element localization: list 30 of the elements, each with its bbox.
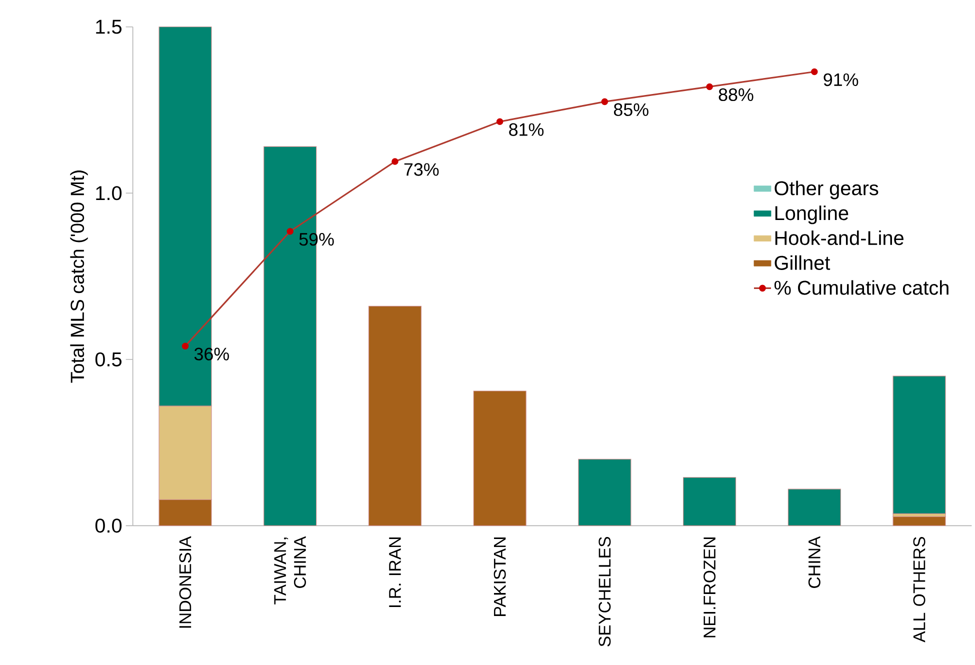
y-tick-label: 0.0 (95, 518, 122, 533)
bar (788, 488, 841, 526)
data-label: 81% (509, 123, 544, 136)
legend-label: Longline (775, 206, 848, 224)
x-tick-label: INDONESIA (179, 536, 192, 628)
y-tick-label: 1.0 (96, 186, 122, 200)
x-tick-label: I.R. IRAN (389, 538, 401, 607)
legend-label: Hook-and-Line (775, 230, 904, 246)
bar (892, 376, 946, 514)
data-label: 85% (614, 103, 648, 116)
y-tick-label: 1.5 (96, 20, 122, 34)
y-tick-label: 0.5 (95, 352, 122, 366)
x-tick-label: NEI.FROZEN (704, 538, 716, 638)
x-tick-label: SEYCHELLES (598, 536, 611, 646)
x-tick-label: PAKISTAN (494, 538, 506, 616)
bar (892, 516, 946, 526)
data-label: 91% (824, 73, 858, 86)
data-label: 88% (718, 88, 754, 102)
bar (578, 458, 632, 526)
x-tick-label: ALL OTHERS (913, 536, 926, 642)
legend-label: Other gears (774, 180, 878, 200)
bar (683, 477, 736, 526)
bar (473, 390, 526, 526)
legend-label: Gillnet (774, 255, 830, 270)
legend-label: % Cumulative catch (774, 280, 948, 295)
y-axis-title: Total MLS catch ('000 Mt) (70, 170, 88, 383)
data-label: 73% (404, 163, 439, 176)
x-tick-label: CHINA (808, 536, 820, 588)
x-tick-label: TAIWAN, CHINA (274, 536, 306, 604)
bar (368, 306, 422, 526)
